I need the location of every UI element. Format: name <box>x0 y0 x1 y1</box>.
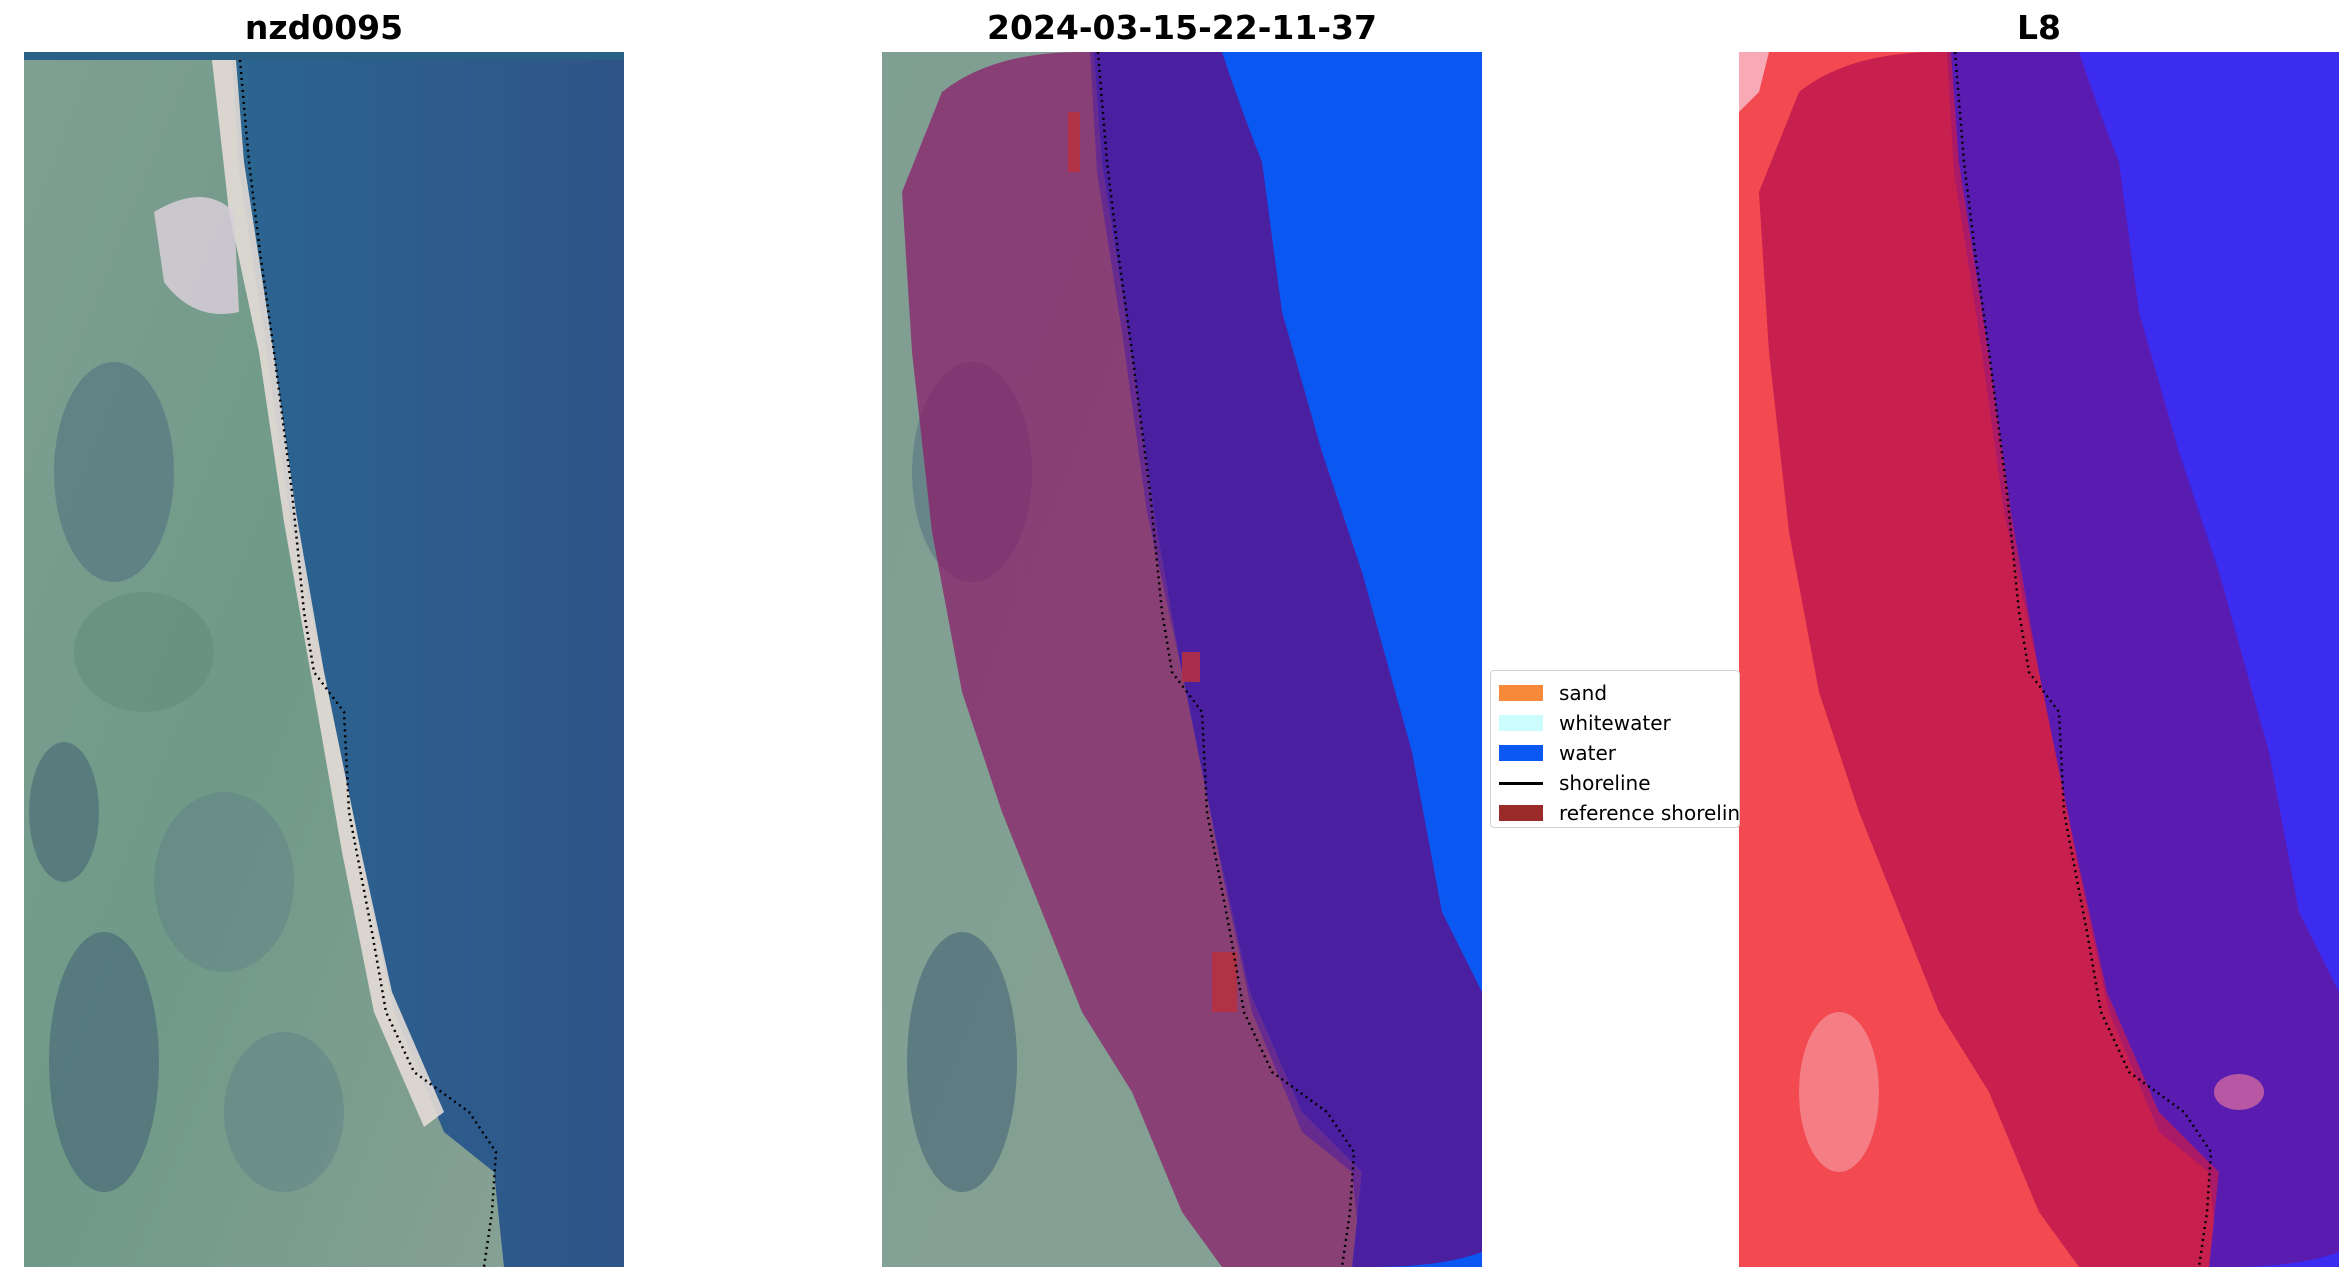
panel-title-left: nzd0095 <box>244 8 404 47</box>
classified-image <box>882 52 1482 1267</box>
legend-item-reference-shoreline: reference shoreline <box>1499 801 1740 825</box>
mndwi-image <box>1739 52 2339 1267</box>
legend-item-whitewater: whitewater <box>1499 711 1671 735</box>
legend-label: reference shoreline <box>1559 801 1740 825</box>
legend-item-sand: sand <box>1499 681 1607 705</box>
whitewater-swatch <box>1499 715 1543 731</box>
legend: sand whitewater water shoreline referenc… <box>1490 670 1740 828</box>
water-swatch <box>1499 745 1543 761</box>
legend-label: whitewater <box>1559 711 1671 735</box>
sand-swatch <box>1499 685 1543 701</box>
legend-label: shoreline <box>1559 771 1651 795</box>
shoreline-line-swatch <box>1499 781 1543 785</box>
legend-item-water: water <box>1499 741 1616 765</box>
legend-item-shoreline: shoreline <box>1499 771 1651 795</box>
legend-label: sand <box>1559 681 1608 705</box>
reference-shoreline-swatch <box>1499 805 1543 821</box>
panel-title-right: L8 <box>2017 8 2061 47</box>
rgb-satellite-image <box>24 52 624 1267</box>
legend-label: water <box>1559 741 1616 765</box>
panel-title-middle: 2024-03-15-22-11-37 <box>987 8 1377 47</box>
